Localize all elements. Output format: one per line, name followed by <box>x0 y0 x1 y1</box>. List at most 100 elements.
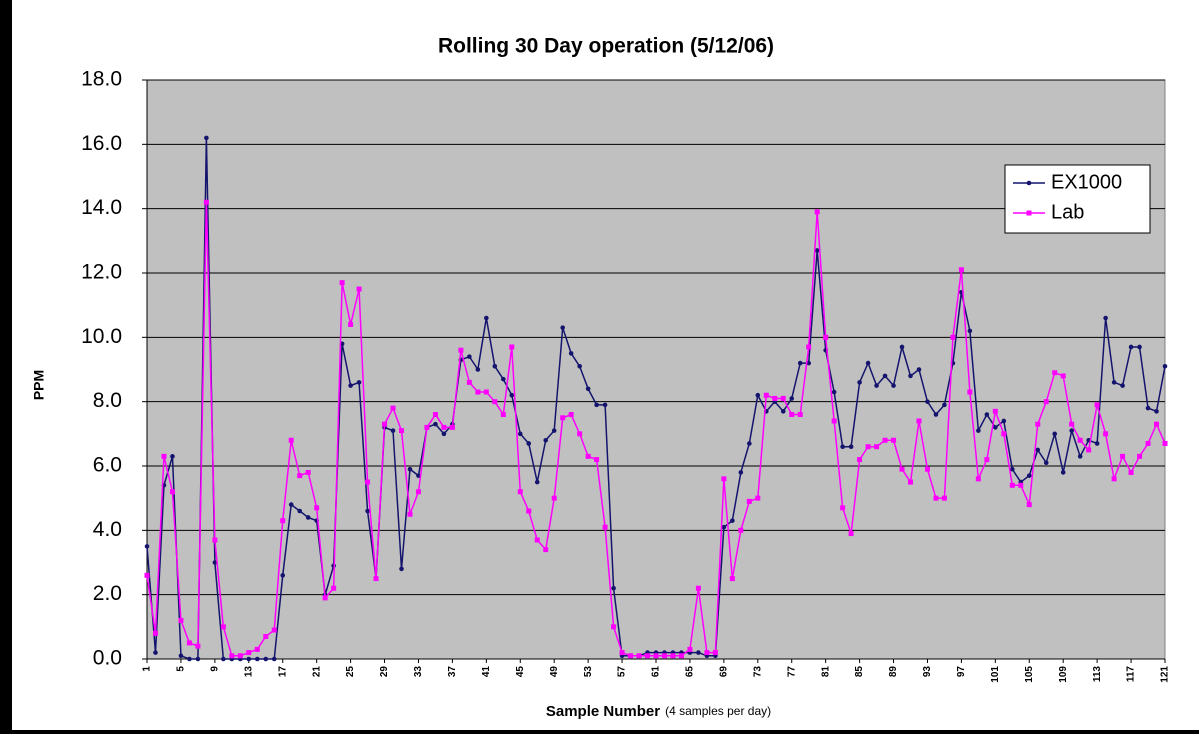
data-point <box>738 527 744 533</box>
data-point <box>1154 421 1160 427</box>
x-tick-label: 57 <box>617 666 628 678</box>
data-point <box>543 547 549 553</box>
data-point <box>475 367 481 372</box>
data-point <box>560 325 565 330</box>
data-point <box>246 650 252 656</box>
data-point <box>772 395 778 401</box>
x-axis-title: Sample Number (4 samples per day) <box>546 703 771 720</box>
x-tick-label: 21 <box>311 666 322 678</box>
data-point <box>975 476 981 482</box>
data-point <box>1069 421 1075 427</box>
data-point <box>331 585 337 591</box>
data-point <box>178 617 184 623</box>
data-point <box>492 363 498 369</box>
data-point <box>874 383 879 388</box>
data-point <box>670 653 676 659</box>
data-point <box>865 444 871 450</box>
data-point <box>169 489 175 495</box>
data-point <box>1103 315 1108 321</box>
data-point <box>263 656 269 662</box>
data-point <box>195 656 201 662</box>
data-point <box>348 383 353 388</box>
data-point <box>161 453 167 459</box>
data-point <box>602 524 608 530</box>
data-point <box>899 344 905 350</box>
data-point <box>254 656 260 662</box>
data-point <box>348 321 354 327</box>
data-point <box>1128 344 1134 350</box>
data-point <box>661 653 667 659</box>
data-point <box>984 412 990 417</box>
data-point <box>526 508 532 514</box>
data-point <box>144 544 150 549</box>
data-point <box>1154 409 1159 414</box>
data-point <box>611 585 616 591</box>
data-point <box>857 457 863 463</box>
x-tick-label: 33 <box>413 666 424 678</box>
data-point <box>517 489 523 495</box>
data-point <box>636 653 642 659</box>
x-tick-label: 109 <box>1058 666 1069 683</box>
x-axis-title-main: Sample Number <box>546 703 660 720</box>
data-point <box>891 383 896 388</box>
x-tick-label: 121 <box>1160 666 1171 683</box>
data-point <box>509 392 515 398</box>
data-point <box>466 379 472 385</box>
data-point <box>458 347 464 353</box>
y-tick-label: 12.0 <box>81 261 122 284</box>
data-point <box>449 424 455 430</box>
data-point <box>780 409 786 414</box>
data-point <box>848 531 854 537</box>
data-point <box>755 495 761 501</box>
data-point <box>678 653 684 659</box>
data-point <box>229 653 235 659</box>
data-point <box>797 412 803 418</box>
x-tick-label: 13 <box>243 666 254 678</box>
data-point <box>280 518 286 524</box>
data-point <box>1043 460 1049 466</box>
x-tick-label: 105 <box>1024 666 1035 683</box>
data-point <box>1145 440 1151 446</box>
legend-label: Lab <box>1051 201 1084 223</box>
data-point <box>729 576 735 582</box>
x-tick-label: 93 <box>922 666 933 678</box>
data-point <box>500 412 506 418</box>
data-point <box>967 389 973 395</box>
data-point <box>882 373 888 379</box>
legend-box <box>1004 164 1151 234</box>
x-tick-label: 61 <box>651 666 662 678</box>
data-point <box>585 386 591 392</box>
y-tick-label: 6.0 <box>93 454 122 477</box>
data-point <box>916 418 922 424</box>
x-tick-label: 97 <box>956 666 967 678</box>
data-point <box>1162 440 1168 446</box>
data-point <box>958 267 964 273</box>
data-point <box>950 334 956 340</box>
data-point <box>585 453 591 459</box>
data-point <box>280 573 286 578</box>
data-point <box>483 389 489 395</box>
data-point <box>356 286 362 292</box>
data-point <box>551 428 557 433</box>
data-point <box>305 469 311 475</box>
data-point <box>823 334 829 340</box>
data-point <box>560 415 566 421</box>
data-point <box>432 412 438 418</box>
data-point <box>152 630 158 636</box>
x-tick-label: 81 <box>820 666 831 678</box>
data-point <box>848 444 854 450</box>
legend-marker <box>1026 210 1032 216</box>
plot-area <box>146 79 1166 660</box>
x-tick-label: 65 <box>685 666 696 678</box>
data-point <box>908 373 913 379</box>
data-point <box>704 650 710 656</box>
x-tick-label: 9 <box>210 666 221 672</box>
data-point <box>908 479 913 485</box>
data-point <box>1137 344 1142 350</box>
data-point <box>1035 447 1041 453</box>
data-point <box>441 424 447 430</box>
data-point <box>144 572 150 578</box>
data-point <box>1094 441 1100 446</box>
data-point <box>1026 502 1032 508</box>
data-point <box>441 431 447 437</box>
